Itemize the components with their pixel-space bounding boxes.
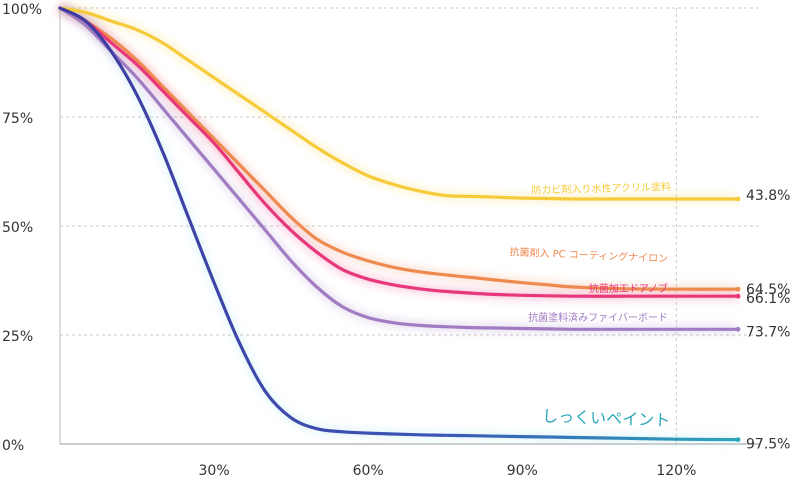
series-2-line (58, 6, 740, 298)
axes (59, 8, 760, 445)
grid-lines (60, 7, 760, 444)
y-tick-label: 25% (2, 329, 33, 345)
series-4-end-point (735, 437, 741, 443)
y-tick-label: 50% (2, 220, 33, 236)
y-tick-label: 100% (2, 2, 42, 18)
series-4-line (58, 6, 740, 442)
series-0-end-point (735, 196, 741, 202)
series-1-end-point (735, 286, 741, 292)
series-1-line (58, 6, 740, 291)
series-end-value-label: 64.5% (746, 282, 790, 298)
series-3-end-point (735, 326, 741, 332)
series-glows (57, 3, 739, 445)
x-tick-label: 60% (353, 463, 384, 479)
series-end-value-label: 43.8% (746, 188, 790, 204)
y-tick-label: 75% (2, 111, 33, 127)
x-tick-label: 30% (199, 463, 230, 479)
series-3-glow (57, 4, 738, 334)
series-2-end-point (735, 293, 741, 299)
series-name-label: 抗菌加工ドアノブ (589, 282, 668, 295)
series-lines (58, 6, 741, 443)
series-end-value-label: 73.7% (746, 324, 790, 340)
series-4-glow (57, 3, 739, 445)
series-name-label: 防カビ剤入り水性アクリル塗料 (531, 180, 671, 197)
chart-labels: 0% 25% 50% 75% 100% 30% 60% 90% 120% 防カビ剤入り水性アクリル… (2, 2, 790, 479)
series-name-label: 抗菌剤入 PC コーティングナイロン (509, 245, 668, 265)
series-end-value-label: 97.5% (746, 437, 790, 453)
series-name-label: しっくいペイント (542, 407, 671, 430)
y-tick-label: 0% (2, 438, 24, 454)
series-0-line (58, 6, 740, 201)
series-name-label: 抗菌塗料済みファイバーボード (528, 311, 668, 324)
x-tick-label: 120% (656, 463, 696, 479)
series-3-line (58, 6, 740, 331)
series-end-value-label: 66.1% (746, 291, 790, 307)
x-tick-label: 90% (507, 463, 538, 479)
